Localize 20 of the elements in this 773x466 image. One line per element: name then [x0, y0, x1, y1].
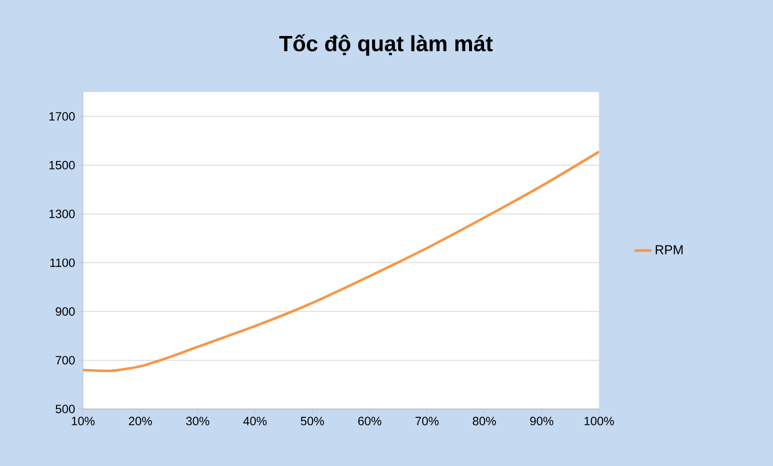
- x-tick-label: 10%: [72, 416, 95, 426]
- legend-label: RPM: [656, 245, 683, 254]
- chart-title: Tốc độ quạt làm mát: [279, 34, 493, 56]
- line-series: [83, 150, 599, 372]
- y-tick-label: 1300: [49, 210, 75, 218]
- y-tick-label: 500: [56, 404, 75, 414]
- y-tick-label: 900: [56, 307, 75, 316]
- x-tick-label: 20%: [128, 416, 152, 426]
- x-tick-label: 80%: [472, 416, 496, 426]
- y-tick-label: 700: [56, 356, 75, 364]
- y-tick-label: 1500: [49, 160, 75, 170]
- x-tick-label: 30%: [186, 416, 210, 426]
- y-tick-label: 1100: [50, 258, 75, 267]
- x-tick-label: 40%: [243, 416, 267, 426]
- x-tick-label: 100%: [584, 416, 614, 426]
- x-tick-label: 60%: [358, 416, 382, 426]
- x-tick-label: 70%: [416, 416, 439, 426]
- x-tick-label: 90%: [530, 416, 554, 426]
- y-tick-label: 1700: [49, 112, 75, 121]
- x-tick-label: 50%: [300, 416, 324, 426]
